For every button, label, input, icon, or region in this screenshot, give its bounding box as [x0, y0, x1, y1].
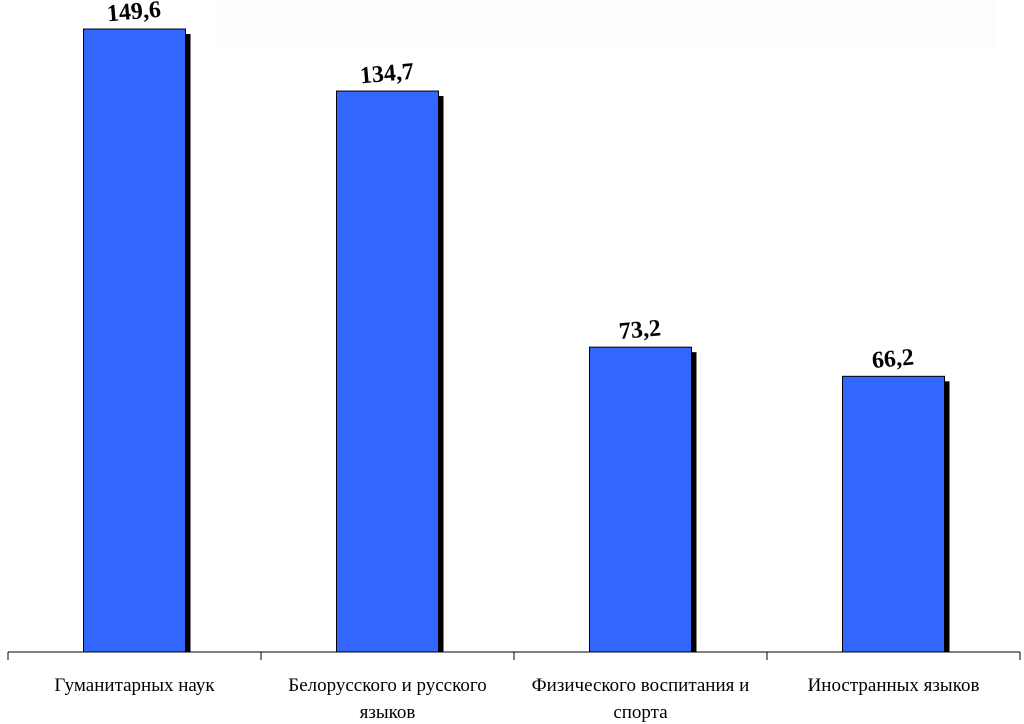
data-label: 66,2: [871, 345, 915, 375]
category-label: Физического воспитания и спорта: [532, 675, 750, 723]
category-label-line: Физического воспитания и: [532, 675, 750, 696]
bar: [336, 90, 439, 653]
category-label-line: Иностранных языков: [808, 675, 980, 696]
bar: [83, 28, 186, 653]
category-label: Белорусского и русского языков: [288, 675, 486, 723]
category-label-line: спорта: [613, 702, 668, 723]
category-label-line: Гуманитарных наук: [54, 675, 215, 696]
category-label: Иностранных языков: [808, 675, 980, 696]
bar: [842, 375, 945, 653]
data-label: 134,7: [359, 59, 415, 90]
data-label: 73,2: [618, 315, 662, 345]
category-label-line: языков: [360, 702, 416, 723]
data-label: 149,6: [106, 0, 162, 27]
category-label-line: Белорусского и русского: [288, 675, 486, 696]
bar: [589, 346, 692, 653]
category-label: Гуманитарных наук: [54, 675, 215, 696]
background-panel: [215, 0, 995, 50]
